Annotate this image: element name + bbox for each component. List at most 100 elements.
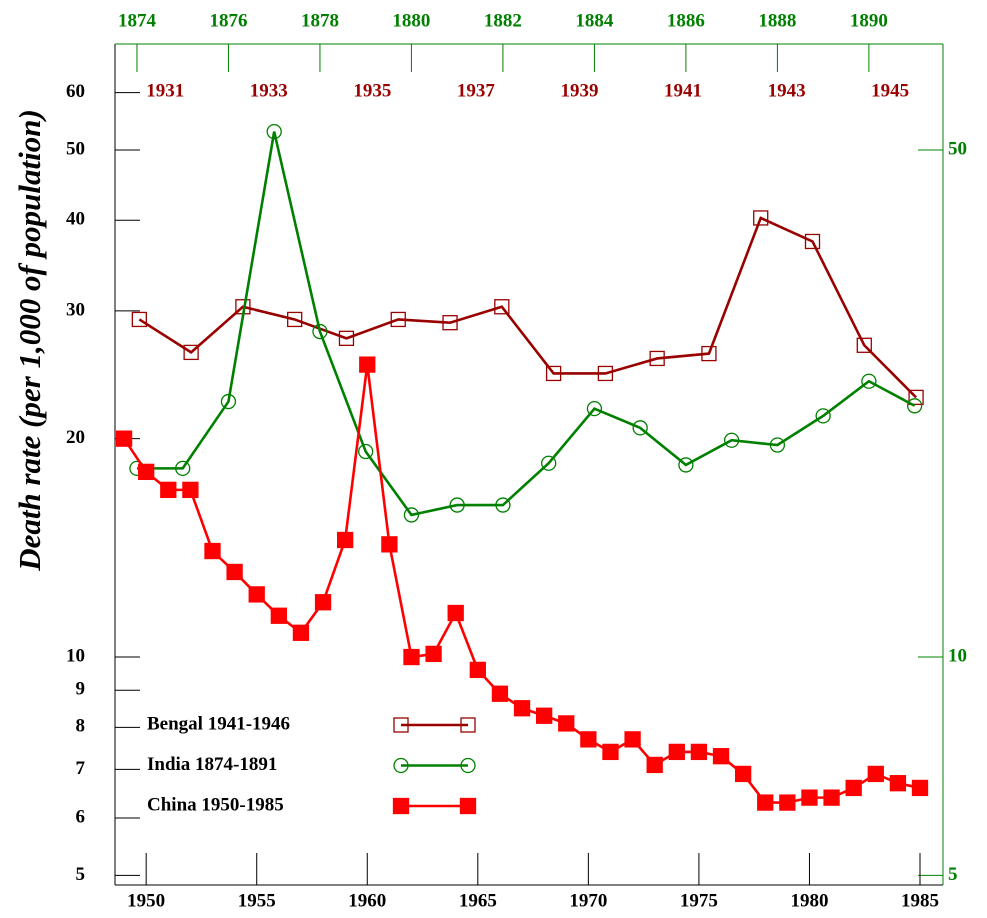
marker [815, 408, 831, 424]
marker [447, 604, 464, 622]
marker [381, 536, 398, 553]
y-tick-label: 20 [66, 427, 85, 448]
x3-tick-label: 1935 [353, 80, 391, 101]
legend-label: Bengal 1941-1946 [147, 713, 290, 734]
x-tick-label: 1950 [127, 890, 165, 911]
marker [646, 756, 663, 774]
marker [602, 743, 619, 761]
marker [513, 700, 531, 717]
y-tick-label: 10 [66, 645, 85, 666]
x3-tick-label: 1937 [457, 80, 496, 101]
marker [131, 311, 147, 328]
marker [442, 315, 458, 331]
marker [856, 337, 872, 353]
x2-tick-label: 1874 [118, 10, 157, 31]
marker [889, 775, 907, 792]
legend-label: China 1950-1985 [147, 794, 284, 815]
y-tick-label: 30 [66, 299, 85, 320]
marker [861, 373, 877, 389]
marker [469, 661, 486, 679]
marker [220, 393, 237, 410]
marker [358, 443, 374, 460]
y-tick-label: 5 [76, 864, 86, 885]
marker [183, 344, 199, 361]
x-tick-label: 1980 [790, 890, 828, 911]
y-tick-label: 8 [76, 716, 86, 737]
x2-tick-label: 1878 [301, 10, 339, 31]
marker [312, 323, 328, 340]
legend-marker [392, 797, 410, 815]
marker [624, 731, 641, 748]
y2-tick-label: 10 [948, 645, 967, 666]
marker [804, 233, 821, 250]
marker [390, 311, 406, 328]
x2-tick-label: 1882 [484, 10, 522, 31]
x2-tick-label: 1886 [667, 10, 705, 31]
marker [649, 350, 665, 367]
legend-marker [460, 717, 476, 733]
x3-tick-label: 1943 [768, 80, 806, 101]
x3-tick-label: 1945 [871, 80, 909, 101]
marker [545, 365, 562, 382]
marker [823, 789, 840, 806]
y-tick-label: 40 [66, 209, 85, 230]
legend-marker [393, 717, 409, 733]
marker [266, 123, 282, 140]
marker [160, 481, 177, 499]
marker [226, 563, 243, 581]
marker [403, 507, 420, 523]
x-tick-label: 1970 [569, 890, 607, 911]
x-tick-label: 1960 [348, 890, 386, 911]
marker [138, 463, 155, 481]
marker [734, 765, 752, 783]
marker [495, 497, 511, 513]
marker [690, 743, 708, 761]
x-tick-label: 1955 [238, 890, 276, 911]
marker [801, 789, 818, 806]
marker [338, 330, 355, 346]
x3-tick-label: 1939 [560, 80, 598, 101]
marker [204, 542, 221, 560]
legend-marker [460, 757, 476, 774]
x2-tick-label: 1890 [850, 10, 888, 31]
marker [586, 400, 603, 417]
marker [425, 645, 442, 663]
marker [757, 794, 774, 811]
marker [597, 365, 614, 382]
y2-tick-label: 50 [948, 138, 967, 159]
x-tick-label: 1985 [901, 890, 939, 911]
marker [292, 624, 310, 641]
marker [359, 356, 376, 373]
marker [906, 398, 923, 414]
legend-marker [459, 797, 477, 815]
x2-tick-label: 1884 [575, 10, 614, 31]
marker [678, 457, 694, 473]
y-axis-label: Death rate (per 1,000 of population) [12, 109, 47, 572]
y-tick-label: 50 [66, 138, 85, 159]
marker [491, 685, 509, 702]
marker [712, 748, 730, 765]
marker [403, 648, 420, 666]
marker [182, 481, 199, 499]
legend-marker [393, 757, 409, 774]
x3-tick-label: 1933 [250, 80, 288, 101]
marker [668, 743, 685, 761]
y-tick-label: 60 [66, 81, 85, 102]
marker [779, 794, 796, 811]
marker [494, 299, 510, 315]
y2-tick-label: 5 [948, 864, 958, 885]
marker [845, 779, 862, 797]
x-tick-label: 1975 [680, 890, 718, 911]
x-tick-label: 1965 [459, 890, 497, 911]
legend-label: India 1874-1891 [147, 754, 277, 775]
x3-tick-label: 1931 [146, 80, 184, 101]
marker [701, 345, 717, 362]
y-tick-label: 6 [76, 806, 86, 827]
x3-tick-label: 1941 [664, 80, 702, 101]
marker [541, 455, 557, 471]
x2-tick-label: 1888 [758, 10, 796, 31]
x2-tick-label: 1880 [392, 10, 430, 31]
marker [287, 311, 303, 328]
y-tick-label: 9 [76, 679, 86, 700]
